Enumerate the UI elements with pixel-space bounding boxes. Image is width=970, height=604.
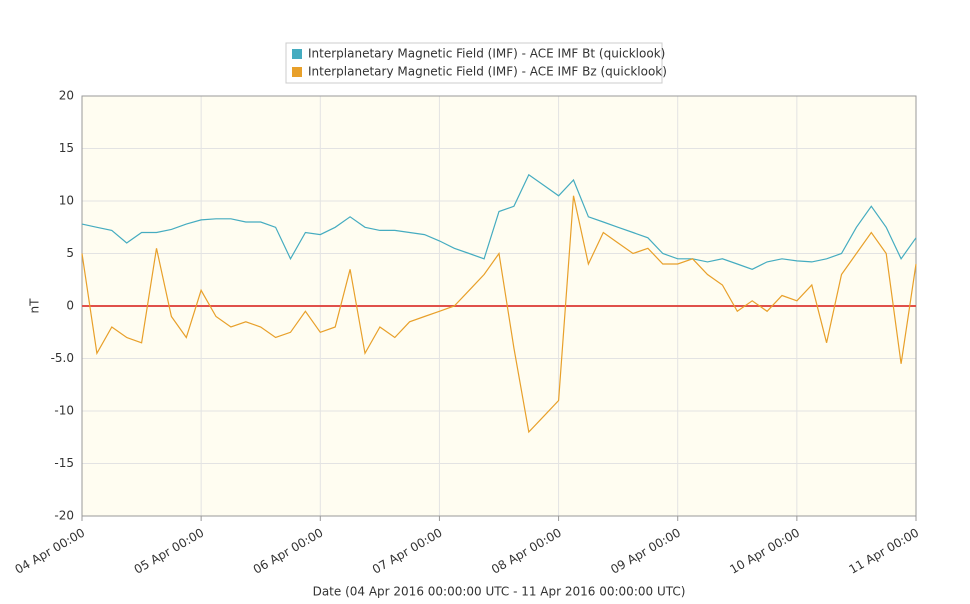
y-tick-label: 15 — [59, 141, 74, 155]
y-tick-label: 0 — [66, 299, 74, 313]
x-tick-label: 08 Apr 00:00 — [489, 526, 564, 577]
y-tick-label: 10 — [59, 194, 74, 208]
legend-swatch — [292, 67, 302, 77]
legend-label: Interplanetary Magnetic Field (IMF) - AC… — [308, 47, 665, 61]
x-tick-label: 05 Apr 00:00 — [132, 526, 207, 577]
y-axis-label: nT — [28, 298, 42, 314]
y-tick-label: -10 — [54, 404, 74, 418]
legend-label: Interplanetary Magnetic Field (IMF) - AC… — [308, 65, 667, 79]
x-tick-label: 07 Apr 00:00 — [370, 526, 445, 577]
x-tick-label: 04 Apr 00:00 — [12, 526, 87, 577]
y-tick-label: -5.0 — [51, 351, 74, 365]
legend-swatch — [292, 49, 302, 59]
y-tick-label: -20 — [54, 509, 74, 523]
x-tick-label: 09 Apr 00:00 — [608, 526, 683, 577]
legend-box — [285, 42, 663, 84]
y-tick-label: 20 — [59, 89, 74, 103]
x-tick-label: 10 Apr 00:00 — [727, 526, 802, 577]
y-tick-label: 5 — [66, 246, 74, 260]
data-line — [81, 173, 917, 270]
data-line — [81, 195, 917, 434]
y-tick-label: -15 — [54, 456, 74, 470]
x-tick-label: 06 Apr 00:00 — [251, 526, 326, 577]
x-axis-label: Date (04 Apr 2016 00:00:00 UTC - 11 Apr … — [313, 585, 686, 599]
x-tick-label: 11 Apr 00:00 — [846, 526, 921, 577]
